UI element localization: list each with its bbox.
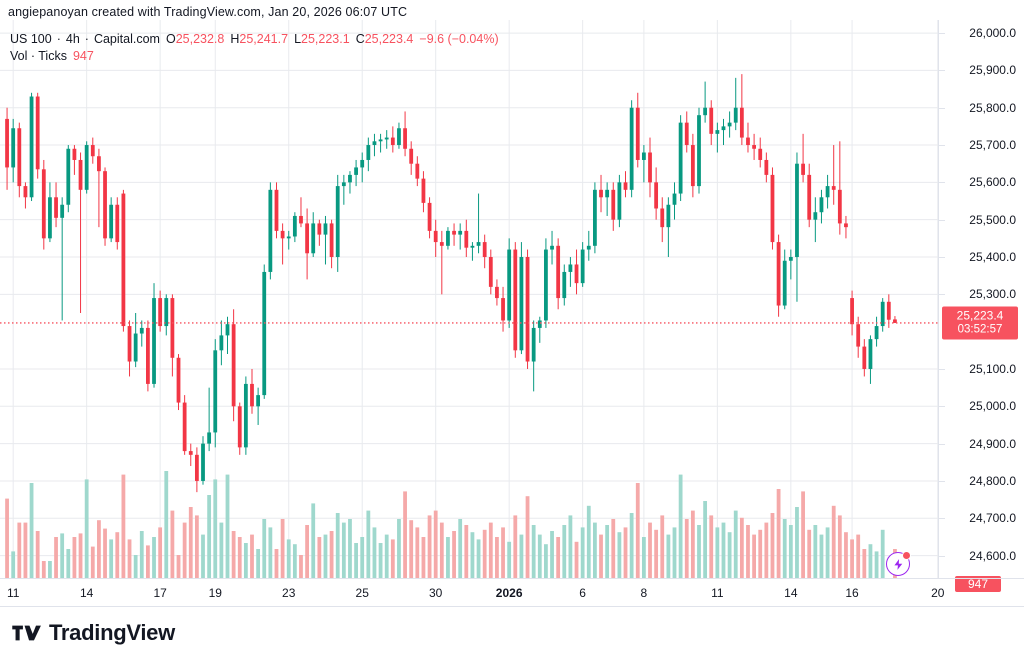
legend-high-value: 25,241.7 — [239, 32, 289, 46]
time-tick-label: 14 — [79, 586, 94, 600]
legend-exchange: Capital.com — [93, 32, 160, 46]
legend-close-value: 25,223.4 — [364, 32, 414, 46]
price-tick-stub — [939, 257, 945, 258]
price-tick-stub — [939, 70, 945, 72]
price-tick-label: 25,400.0 — [969, 250, 1016, 264]
bar-countdown: 03:52:57 — [957, 323, 1003, 336]
price-tick-stub — [939, 33, 945, 35]
legend-high-key: H — [230, 32, 240, 46]
time-tick-label: 11 — [711, 586, 724, 600]
price-tick-label: 25,700.0 — [969, 138, 1016, 153]
price-tick-stub — [939, 368, 945, 370]
horizontal-gridlines — [0, 32, 938, 557]
time-tick-label: 19 — [208, 586, 222, 600]
price-tick-stub — [939, 107, 945, 109]
volume-bars — [5, 471, 897, 578]
price-tick-stub — [939, 555, 945, 557]
current-price-badge: 25,223.4 03:52:57 — [942, 306, 1018, 340]
time-tick-label: 16 — [845, 586, 859, 600]
candlesticks — [5, 74, 897, 493]
price-tick-label: 25,900.0 — [969, 63, 1016, 78]
time-tick-label: 2026 — [495, 586, 523, 600]
price-tick-label: 25,800.0 — [969, 100, 1016, 115]
legend-volume-label[interactable]: Vol · Ticks — [10, 49, 67, 63]
chart-plot-area[interactable] — [0, 20, 938, 578]
chart-legend: US 100 · 4h · Capital.com O25,232.8 H25,241.7 L… — [10, 31, 499, 65]
price-tick-label: 25,000.0 — [969, 399, 1016, 414]
legend-open-value: 25,232.8 — [175, 32, 225, 46]
time-tick-label: 20 — [931, 586, 945, 600]
tradingview-wordmark: TradingView — [49, 620, 175, 645]
price-tick-stub — [939, 406, 945, 408]
candlestick-svg — [0, 20, 938, 578]
time-axis[interactable]: 11 14 17 19 23 25 30 2026 6 8 11 14 16 20 — [0, 578, 1024, 606]
price-tick-label: 26,000.0 — [969, 26, 1016, 41]
legend-change: −9.6 (−0.04%) — [419, 32, 499, 46]
price-tick-label: 24,600.0 — [969, 548, 1016, 563]
price-tick-stub — [939, 294, 945, 296]
price-tick-label: 25,300.0 — [969, 287, 1016, 302]
notification-dot — [902, 551, 911, 560]
legend-interval[interactable]: 4h — [65, 32, 80, 46]
time-tick-label: 25 — [355, 586, 369, 600]
attribution-text: angiepanoyan created with TradingView.co… — [8, 5, 408, 19]
price-tick-stub — [939, 145, 945, 147]
price-axis[interactable]: 26,000.0 25,900.0 25,800.0 25,700.0 25,600.0… — [938, 20, 1024, 592]
price-tick-label: 24,800.0 — [969, 473, 1016, 488]
legend-open-key: O — [165, 32, 176, 46]
price-tick-stub — [939, 480, 945, 482]
legend-dot-2: · — [84, 32, 89, 46]
time-tick-label: 8 — [640, 586, 648, 600]
time-tick-label: 23 — [282, 586, 296, 600]
legend-dot-1: · — [56, 32, 61, 46]
volume-badge: 947 — [955, 576, 1001, 592]
time-tick-label: 30 — [429, 586, 443, 600]
time-tick-label: 17 — [153, 586, 167, 600]
legend-volume-value: 947 — [72, 49, 94, 63]
price-tick-label: 24,900.0 — [969, 436, 1016, 451]
time-tick-label: 11 — [6, 586, 20, 600]
legend-low-value: 25,223.1 — [301, 32, 350, 46]
price-tick-label: 24,700.0 — [969, 511, 1016, 526]
legend-close-key: C — [355, 32, 365, 46]
current-price-value: 25,223.4 — [956, 308, 1004, 323]
legend-row-symbol: US 100 · 4h · Capital.com O25,232.8 H25,241.7 L… — [10, 31, 499, 48]
legend-low-key: L — [294, 32, 302, 46]
price-tick-stub — [939, 219, 945, 221]
legend-symbol[interactable]: US 100 — [10, 32, 52, 46]
lightning-bolt-icon[interactable] — [886, 551, 911, 576]
legend-row-volume: Vol · Ticks 947 — [10, 48, 499, 65]
vertical-gridlines — [12, 20, 938, 578]
brand-bar: TradingView — [0, 606, 1024, 661]
price-tick-label: 25,100.0 — [969, 361, 1016, 376]
time-tick-label: 14 — [784, 586, 798, 600]
price-tick-label: 25,600.0 — [969, 175, 1016, 190]
bolt-glyph — [893, 558, 902, 570]
tradingview-logo-icon — [12, 625, 41, 641]
price-tick-stub — [939, 443, 945, 445]
price-tick-label: 25,500.0 — [969, 212, 1016, 227]
time-tick-label: 6 — [579, 586, 586, 600]
price-tick-stub — [939, 182, 945, 184]
tradingview-brand[interactable]: TradingView — [12, 620, 175, 646]
price-tick-stub — [939, 518, 945, 520]
